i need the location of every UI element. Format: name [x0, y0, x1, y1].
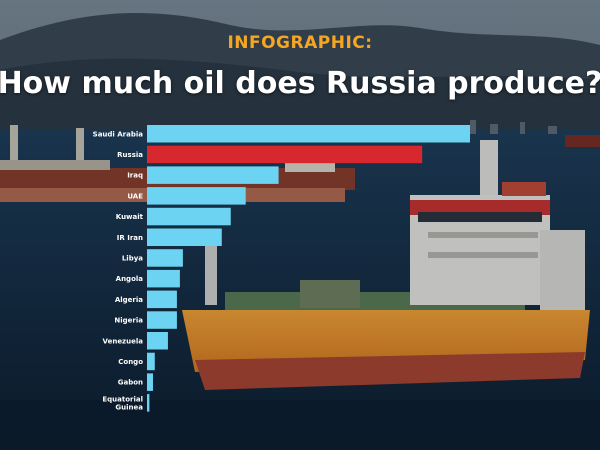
category-label-kuwait: Kuwait [116, 213, 144, 221]
bar-ir-iran [147, 228, 222, 246]
bar-angola [147, 269, 180, 288]
bar-congo [147, 352, 155, 371]
kicker-label: INFOGRAPHIC: [227, 33, 373, 53]
category-label-congo: Congo [118, 358, 143, 366]
category-label-venezuela: Venezuela [103, 337, 144, 345]
category-label-ir-iran: IR Iran [117, 234, 143, 242]
bar-iraq [147, 166, 279, 184]
bar-russia [147, 145, 423, 164]
category-label-uae: UAE [127, 192, 143, 200]
bar-kuwait [147, 207, 231, 226]
category-label-gabon: Gabon [118, 379, 143, 387]
bar-equatorial-guinea [147, 394, 150, 412]
category-label-equatorial-guinea-line-2: Guinea [115, 403, 143, 411]
category-label-algeria: Algeria [115, 296, 143, 304]
bar-saudi-arabia [147, 125, 470, 143]
bar-uae [147, 187, 246, 205]
category-label-nigeria: Nigeria [114, 317, 143, 325]
category-label-saudi-arabia: Saudi Arabia [93, 130, 144, 138]
bar-algeria [147, 290, 177, 309]
category-label-libya: Libya [122, 254, 143, 262]
category-label-equatorial-guinea-line-1: Equatorial [102, 395, 143, 403]
category-label-iraq: Iraq [127, 172, 143, 180]
bar-gabon [147, 373, 153, 391]
category-label-russia: Russia [117, 151, 143, 159]
bar-venezuela [147, 332, 168, 350]
bar-nigeria [147, 311, 177, 329]
category-label-angola: Angola [116, 275, 144, 283]
page-title: How much oil does Russia produce? [0, 66, 600, 101]
bar-libya [147, 249, 183, 267]
